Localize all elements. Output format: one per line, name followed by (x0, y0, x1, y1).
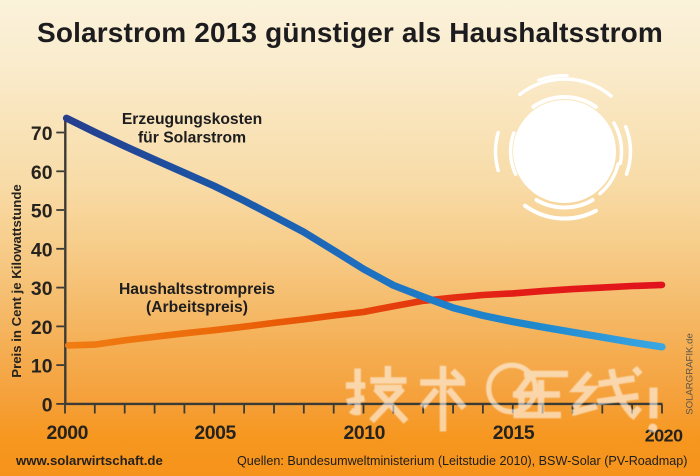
svg-text:40: 40 (31, 239, 53, 261)
svg-text:Erzeugungskosten: Erzeugungskosten (122, 111, 262, 128)
svg-text:SOLARGRAFIK.de: SOLARGRAFIK.de (685, 333, 696, 415)
svg-text:(Arbeitspreis): (Arbeitspreis) (146, 299, 248, 316)
svg-text:Solarstrom 2013 günstiger als: Solarstrom 2013 günstiger als Haushaltss… (37, 17, 663, 48)
svg-text:60: 60 (31, 162, 53, 184)
svg-text:2000: 2000 (47, 422, 89, 444)
svg-text:2010: 2010 (344, 422, 386, 444)
svg-text:2015: 2015 (493, 422, 535, 444)
svg-text:www.solarwirtschaft.de: www.solarwirtschaft.de (15, 453, 163, 468)
svg-text:0: 0 (42, 394, 53, 416)
svg-text:für Solarstrom: für Solarstrom (138, 129, 246, 146)
svg-text:20: 20 (31, 317, 53, 339)
svg-text:Quellen: Bundesumweltministeri: Quellen: Bundesumweltministerium (Leitst… (237, 454, 688, 468)
svg-text:2005: 2005 (194, 422, 236, 444)
svg-text:10: 10 (31, 356, 53, 378)
svg-text:30: 30 (31, 278, 53, 300)
svg-text:Preis in Cent je Kilowattstund: Preis in Cent je Kilowattstunde (9, 184, 24, 377)
svg-text:70: 70 (31, 123, 53, 145)
svg-text:50: 50 (31, 201, 53, 223)
svg-text:Haushaltsstrompreis: Haushaltsstrompreis (119, 281, 275, 298)
